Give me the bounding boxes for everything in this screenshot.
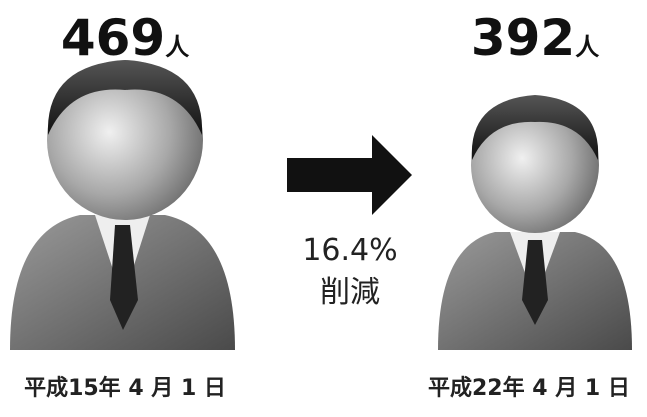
unit: 人 [575, 33, 599, 61]
count-before: 469人 [61, 9, 189, 67]
infographic: 469人 392人 16.4% 削減 平成15年 4 月 1 日 平成22年 4… [0, 0, 647, 417]
change-label: 削減 [320, 275, 380, 310]
unit: 人 [165, 33, 189, 61]
change-rate: 16.4% [302, 233, 397, 268]
count: 469 [61, 9, 165, 67]
arrow [287, 135, 412, 215]
count: 392 [471, 9, 575, 67]
person-icon-after [438, 95, 632, 350]
date-after: 平成22年 4 月 1 日 [428, 375, 630, 401]
person-icon-before [10, 60, 235, 350]
date-before: 平成15年 4 月 1 日 [24, 375, 226, 401]
count-after: 392人 [471, 9, 599, 67]
